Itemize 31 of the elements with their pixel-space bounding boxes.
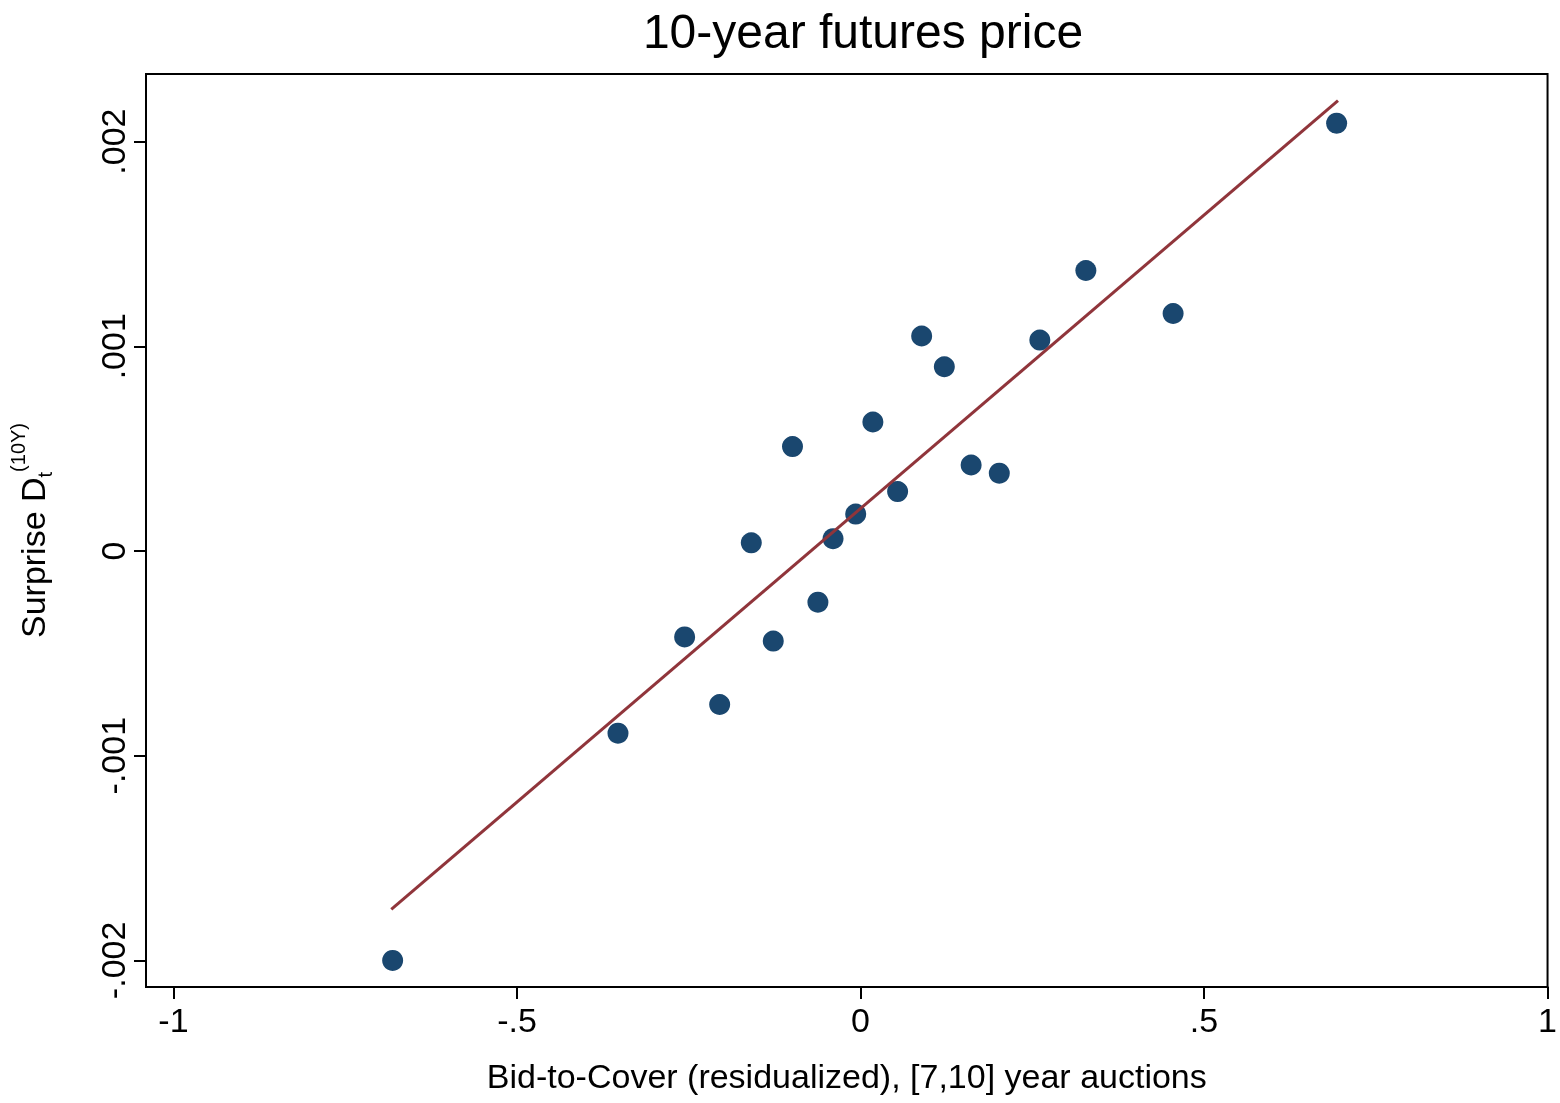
x-tick-label: 1 [1538,1001,1558,1039]
x-tick-label: 0 [851,1001,870,1039]
point [988,462,1010,484]
x-tick-label: -.5 [497,1001,537,1039]
point [762,630,784,652]
point [1326,112,1348,134]
point [382,949,404,971]
chart-title: 10-year futures price [642,4,1084,58]
point [674,626,696,648]
y-tick-label: .002 [94,108,132,175]
point [1162,303,1184,324]
point [862,411,884,433]
x-tick-label: .5 [1189,1001,1219,1039]
point [1029,329,1051,351]
point [960,454,982,476]
point [709,694,731,715]
x-axis-title: Bid-to-Cover (residualized), [7,10] year auctions [486,1057,1207,1095]
point [807,591,829,613]
point [911,325,933,347]
y-tick-label: -.001 [94,716,132,795]
point [1075,260,1097,282]
point [607,722,629,744]
point [887,481,909,503]
y-tick-label: -.002 [94,921,132,1000]
y-axis-title: Surprise Dt(10Y) [7,422,56,639]
point [933,356,955,378]
x-tick-label: -1 [158,1001,189,1039]
point [740,532,762,554]
y-tick-label: 0 [94,541,132,561]
y-tick-label: .001 [94,313,132,380]
point [782,436,803,458]
